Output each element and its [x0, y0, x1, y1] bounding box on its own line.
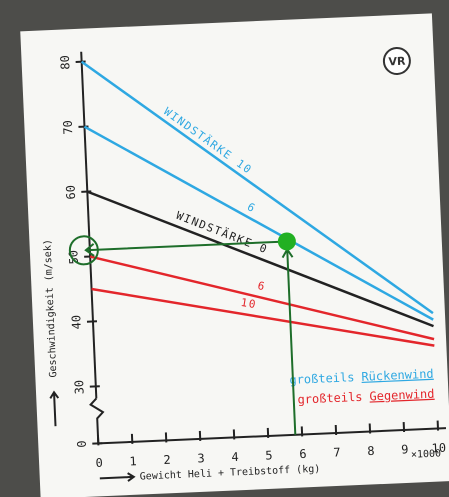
y-tick-label: 30: [72, 380, 87, 395]
y-tick-label: 0: [75, 440, 89, 448]
x-tick-label: 8: [367, 444, 375, 458]
legend-text: großteils: [297, 389, 363, 406]
x-tick-label: 4: [231, 450, 239, 464]
legend-text: Gegenwind: [369, 386, 435, 403]
line-label: 10: [240, 296, 258, 311]
x-tick-label: 0: [95, 456, 103, 470]
x-tick-label: 5: [265, 448, 273, 462]
y-tick-label: 80: [58, 55, 73, 70]
x-tick-label: 6: [299, 447, 307, 461]
x-tick-label: 9: [401, 442, 409, 456]
x-tick-label: 2: [163, 453, 171, 467]
x-tick-label: 3: [197, 451, 205, 465]
y-tick-label: 40: [69, 315, 84, 330]
y-tick-label: 70: [61, 120, 76, 135]
screen: VR 0304050607080012345678910Gewicht Heli…: [0, 0, 449, 497]
x-tick-label: 1: [129, 454, 137, 468]
x-axis-unit: ×1000: [411, 448, 442, 460]
logo: VR: [388, 55, 406, 69]
x-tick-label: 7: [333, 445, 341, 459]
legend-text: großteils: [289, 370, 355, 387]
paper-sheet: [20, 13, 449, 497]
y-tick-label: 60: [64, 185, 79, 200]
